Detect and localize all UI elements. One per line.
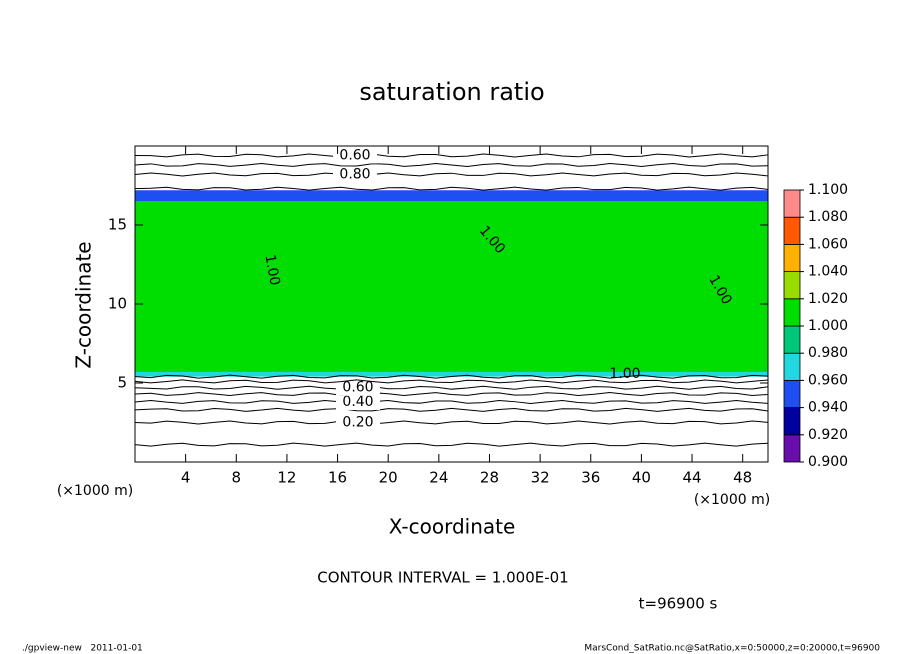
contour-label: 0.60 (342, 380, 373, 396)
x-tick-label: 48 (733, 469, 752, 487)
contour-label-bg (336, 379, 380, 396)
contour-label: 0.60 (339, 147, 370, 163)
y-tick-label: 15 (108, 216, 127, 234)
contour-label: 1.00 (261, 253, 282, 286)
y-tick-label: 10 (108, 295, 127, 313)
colorbar-box (783, 298, 801, 327)
x-tick-label: 28 (480, 469, 499, 487)
x-tick-label: 12 (277, 469, 296, 487)
footer: MarsCond_SatRatio.nc@SatRatio,x=0:50000,… (584, 644, 880, 654)
contour-line (134, 186, 769, 191)
shaded-layer (135, 201, 768, 374)
colorbar-box (783, 189, 801, 218)
colorbar-label: 1.060 (808, 236, 848, 252)
contour-label: 1.00 (609, 366, 640, 382)
colorbar-box (783, 243, 801, 272)
x-tick-label: 16 (328, 469, 347, 487)
contour-line (134, 172, 769, 177)
colorbar-box (783, 216, 801, 245)
shaded-layer (135, 371, 768, 377)
x-unit: (×1000 m) (57, 483, 133, 499)
contour-label: 0.80 (339, 166, 370, 182)
contour-label-bg (336, 393, 380, 410)
colorbar-box (783, 434, 801, 463)
x-tick-label: 40 (632, 469, 651, 487)
colorbar-label: 0.940 (808, 400, 848, 416)
colorbar-label: 0.980 (808, 345, 848, 361)
x-unit: (×1000 m) (694, 492, 770, 508)
colorbar-label: 1.000 (808, 318, 848, 334)
contour-label-bg (333, 166, 377, 183)
y-tick-label: 5 (117, 374, 127, 392)
x-tick-label: 20 (379, 469, 398, 487)
x-tick-label: 4 (181, 469, 191, 487)
contour-line (134, 442, 769, 447)
colorbar-label: 1.020 (808, 291, 848, 307)
x-tick-label: 32 (531, 469, 550, 487)
colorbar-label: 0.960 (808, 372, 848, 388)
contour-line (134, 407, 769, 412)
colorbar-box (783, 271, 801, 300)
contour-line (134, 374, 769, 379)
colorbar-box (783, 379, 801, 408)
x-axis-label: X-coordinate (389, 515, 516, 539)
contour-line (134, 399, 769, 404)
time-label: t=96900 s (639, 595, 718, 613)
colorbar-box (783, 325, 801, 354)
colorbar-label: 0.920 (808, 427, 848, 443)
x-tick-label: 8 (232, 469, 242, 487)
contour-line (134, 420, 769, 425)
colorbar-box (783, 352, 801, 381)
chart-title: saturation ratio (359, 78, 544, 106)
contour-label-bg (336, 414, 380, 431)
y-axis-label: Z-coordinate (72, 241, 96, 368)
contour-line (134, 153, 769, 158)
contour-line (134, 392, 769, 397)
contour-label: 0.40 (342, 394, 373, 410)
annotation: CONTOUR INTERVAL = 1.000E-01 (317, 569, 568, 587)
colorbar-box (783, 407, 801, 436)
contour-line (134, 379, 769, 384)
colorbar-label: 1.040 (808, 264, 848, 280)
x-tick-label: 44 (682, 469, 701, 487)
colorbar-label: 1.080 (808, 209, 848, 225)
contour-line (134, 385, 769, 390)
shaded-layer (135, 190, 768, 202)
x-tick-label: 24 (429, 469, 448, 487)
contour-label: 0.20 (342, 415, 373, 431)
footer: ./gpview-new 2011-01-01 (22, 644, 143, 654)
colorbar-label: 1.100 (808, 182, 848, 198)
contour-label-bg (333, 147, 377, 164)
x-tick-label: 36 (581, 469, 600, 487)
colorbar-label: 0.900 (808, 454, 848, 470)
contour-line (134, 162, 769, 167)
